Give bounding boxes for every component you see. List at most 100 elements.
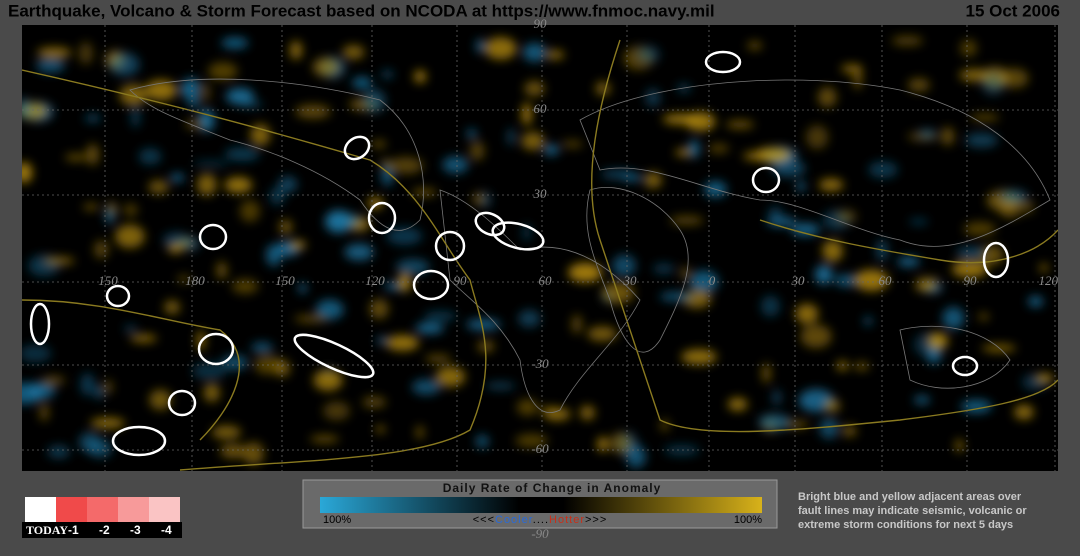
lat-label: -30: [531, 356, 549, 371]
anomaly-blob: [362, 88, 386, 113]
anomaly-blob: [310, 435, 340, 443]
anomaly-blob: [289, 240, 306, 250]
anomaly-blob: [475, 434, 489, 449]
anomaly-blob: [791, 223, 820, 236]
anomaly-blob: [942, 306, 965, 330]
anomaly-blob: [39, 403, 49, 422]
anomaly-blob: [269, 187, 285, 205]
anomaly-blob: [868, 161, 898, 179]
anomaly-blob: [424, 311, 457, 322]
anomaly-blob: [644, 172, 662, 189]
anomaly-blob: [78, 41, 93, 65]
anomaly-blob: [466, 128, 477, 139]
lon-label: 60: [539, 273, 553, 288]
anomaly-blob: [375, 425, 386, 433]
anomaly-blob: [369, 298, 389, 319]
anomaly-blob: [313, 369, 343, 391]
anomaly-blob: [124, 325, 138, 333]
anomaly-blob: [891, 36, 924, 46]
anomaly-blob: [242, 442, 264, 466]
anomaly-blob: [435, 366, 466, 387]
anomaly-blob: [84, 114, 102, 122]
anomaly-blob: [853, 362, 870, 371]
anomaly-blob: [411, 379, 441, 395]
anomaly-blob: [863, 316, 873, 326]
anomaly-blob: [475, 38, 485, 53]
anomaly-blob: [379, 158, 392, 168]
anomaly-blob: [37, 47, 72, 58]
legend-left: 100%: [323, 514, 351, 526]
anomaly-blob: [221, 37, 249, 49]
anomaly-blob: [177, 275, 191, 283]
anomaly-blob: [119, 84, 147, 106]
note-line: fault lines may indicate seismic, volcan…: [798, 505, 1027, 517]
anomaly-blob: [362, 396, 387, 408]
anomaly-blob: [636, 45, 660, 63]
anomaly-blob: [796, 180, 806, 192]
anomaly-blob: [198, 108, 215, 132]
anomaly-blob: [999, 68, 1029, 88]
cooler-prefix: <<<: [473, 514, 495, 526]
lon-label: 150: [275, 273, 295, 288]
anomaly-blob: [397, 272, 412, 292]
lon-label: 150: [98, 273, 118, 288]
anomaly-blob: [211, 425, 242, 439]
lat-label: 90: [534, 16, 548, 31]
anomaly-blob: [561, 140, 584, 148]
note-line: Bright blue and yellow adjacent areas ov…: [798, 491, 1022, 503]
scale-label-bg: [22, 522, 182, 538]
anomaly-blob: [315, 299, 344, 320]
anomaly-blob: [411, 188, 437, 197]
scale-label: -4: [161, 523, 172, 537]
anomaly-blob: [727, 397, 748, 411]
anomaly-blob: [645, 88, 661, 107]
anomaly-blob: [1028, 296, 1044, 307]
lat-label: 30: [533, 186, 548, 201]
note: Bright blue and yellow adjacent areas ov…: [798, 491, 1027, 531]
anomaly-blob: [130, 105, 141, 128]
anomaly-blob: [1000, 189, 1028, 204]
anomaly-blob: [203, 383, 220, 403]
anomaly-blob: [545, 50, 565, 60]
lon-label: 120: [1039, 273, 1059, 288]
anomaly-blob: [105, 207, 114, 225]
anomaly-blob: [834, 274, 859, 287]
anomaly-blob: [669, 215, 704, 225]
anomaly-blob: [469, 141, 485, 161]
anomaly-blob: [543, 144, 560, 156]
anomaly-blob: [148, 179, 169, 195]
anomaly-blob: [231, 278, 259, 294]
anomaly-blob: [396, 259, 430, 275]
anomaly-blob: [1039, 263, 1049, 273]
anomaly-blob: [762, 363, 771, 384]
anomaly-blob: [251, 342, 273, 353]
anomaly-blob: [266, 244, 282, 267]
hotter: Hotter: [549, 514, 585, 526]
graticule: [22, 25, 1058, 471]
lon-label: 180: [185, 273, 205, 288]
anomaly-blob: [289, 40, 303, 60]
anomaly-blob: [239, 200, 260, 223]
anomaly-blob: [295, 104, 331, 119]
anomaly-blob: [167, 243, 184, 254]
anomaly-blob: [772, 389, 782, 406]
anomaly-blob: [814, 264, 833, 285]
scale-label: -1: [68, 523, 79, 537]
anomaly-blob: [22, 344, 52, 363]
anomaly-blob: [388, 157, 424, 174]
anomaly-blob: [960, 39, 977, 57]
anomaly-blob: [708, 143, 730, 154]
cooler: Cooler: [495, 514, 533, 526]
anomaly-blob: [102, 380, 113, 394]
anomaly-blob: [485, 382, 516, 390]
lon-label: 120: [365, 273, 385, 288]
anomaly-blob: [164, 300, 180, 315]
anomaly-blob: [800, 324, 832, 348]
anomaly-blob: [278, 176, 298, 193]
dots: ....: [533, 514, 549, 526]
swatch: [87, 497, 118, 522]
anomaly-blob: [224, 147, 260, 162]
anomaly-blob: [915, 282, 937, 291]
